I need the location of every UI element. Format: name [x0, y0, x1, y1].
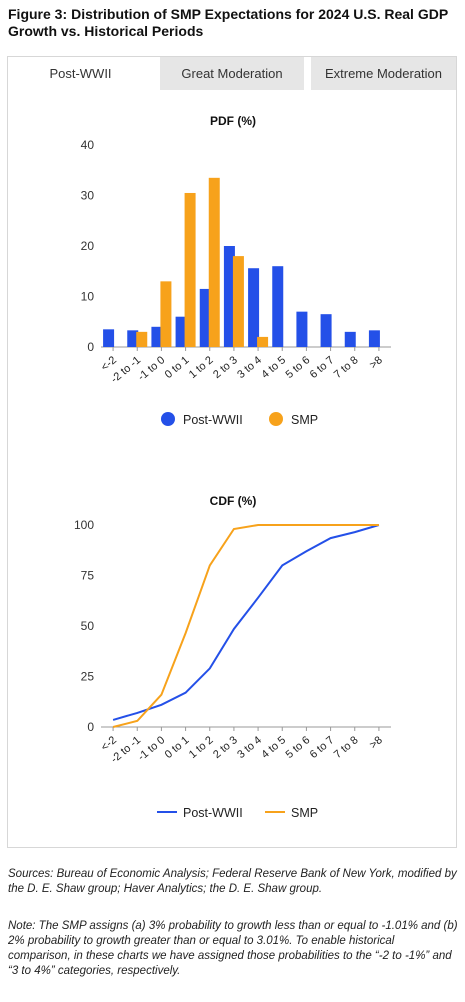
cdf-ytick-label: 75	[81, 569, 95, 583]
tab-extreme-moderation[interactable]: Extreme Moderation	[311, 57, 456, 90]
pdf-xtick-label: 4 to 5	[259, 354, 288, 381]
cdf-xtick-label: 1 to 2	[187, 734, 216, 761]
chart-panel: Post-WWII Great Moderation Extreme Moder…	[7, 56, 457, 848]
cdf-xtick-label: 7 to 8	[332, 734, 361, 761]
pdf-bar-smp	[160, 281, 172, 347]
figure-number: Figure 3:	[8, 6, 68, 22]
pdf-bar-post-wwii	[344, 331, 356, 347]
cdf-xtick-label: 3 to 4	[235, 734, 264, 761]
tab-post-wwii[interactable]: Post-WWII	[8, 57, 153, 90]
tab-bar: Post-WWII Great Moderation Extreme Moder…	[8, 57, 456, 90]
cdf-xtick-label: 2 to 3	[211, 734, 240, 761]
legend-label-post-wwii: Post-WWII	[183, 413, 243, 427]
legend-label-smp: SMP	[291, 413, 318, 427]
pdf-bar-post-wwii	[151, 326, 163, 347]
pdf-bar-post-wwii	[368, 330, 380, 347]
legend-marker-post-wwii	[161, 412, 175, 426]
cdf-chart-title: CDF (%)	[210, 494, 257, 508]
legend-marker-smp	[269, 412, 283, 426]
cdf-ytick-label: 25	[81, 670, 95, 684]
cdf-ytick-label: 100	[74, 518, 94, 532]
legend-label-smp: SMP	[291, 806, 318, 820]
pdf-bar-post-wwii	[223, 246, 235, 347]
pdf-ytick-label: 10	[81, 290, 95, 304]
pdf-bar-post-wwii	[199, 288, 211, 347]
cdf-line-smp	[112, 524, 379, 728]
pdf-bar-post-wwii	[248, 268, 260, 347]
pdf-xtick-label: 6 to 7	[308, 354, 337, 381]
cdf-xtick-label: 0 to 1	[163, 734, 192, 761]
pdf-bar-smp	[257, 336, 269, 347]
pdf-xtick-label: 3 to 4	[235, 354, 264, 381]
pdf-bar-post-wwii	[175, 316, 187, 347]
pdf-xtick-label: >8	[368, 354, 385, 371]
pdf-bar-post-wwii	[272, 266, 284, 347]
pdf-chart-title: PDF (%)	[210, 114, 256, 128]
pdf-ytick-label: 20	[81, 239, 95, 253]
pdf-ytick-label: 40	[81, 138, 95, 152]
tab-great-moderation[interactable]: Great Moderation	[160, 57, 304, 90]
cdf-xtick-label: 5 to 6	[284, 734, 313, 761]
sources-text: Sources: Bureau of Economic Analysis; Fe…	[8, 868, 457, 895]
figure-title: Figure 3: Distribution of SMP Expectation…	[8, 6, 458, 40]
legend-label-post-wwii: Post-WWII	[183, 806, 243, 820]
pdf-ytick-label: 0	[87, 340, 94, 354]
cdf-xtick-label: >8	[368, 734, 385, 751]
pdf-bar-post-wwii	[320, 314, 332, 347]
cdf-ytick-label: 50	[81, 619, 95, 633]
cdf-xtick-label: -1 to 0	[136, 734, 168, 763]
cdf-line-post-wwii	[112, 524, 380, 721]
pdf-bar-smp	[184, 192, 196, 347]
pdf-xtick-label: 1 to 2	[187, 354, 216, 381]
pdf-bar-post-wwii	[296, 311, 308, 347]
pdf-xtick-label: 5 to 6	[284, 354, 313, 381]
pdf-xtick-label: 0 to 1	[163, 354, 192, 381]
figure-title-text: Distribution of SMP Expectations for 202…	[8, 6, 448, 39]
cdf-xtick-label: 6 to 7	[308, 734, 337, 761]
cdf-ytick-label: 0	[87, 720, 94, 734]
pdf-xtick-label: 2 to 3	[211, 354, 240, 381]
pdf-bar-smp	[232, 256, 244, 347]
pdf-xtick-label: 7 to 8	[332, 354, 361, 381]
pdf-ytick-label: 30	[81, 189, 95, 203]
note-text: Note: The SMP assigns (a) 3% probability…	[8, 920, 458, 977]
pdf-bar-smp	[136, 331, 148, 347]
pdf-xtick-label: -1 to 0	[136, 354, 168, 383]
pdf-bar-smp	[208, 177, 220, 347]
notes: Sources: Bureau of Economic Analysis; Fe…	[8, 867, 460, 1001]
pdf-bar-post-wwii	[103, 329, 115, 347]
cdf-xtick-label: 4 to 5	[259, 734, 288, 761]
pdf-bar-post-wwii	[127, 330, 139, 347]
